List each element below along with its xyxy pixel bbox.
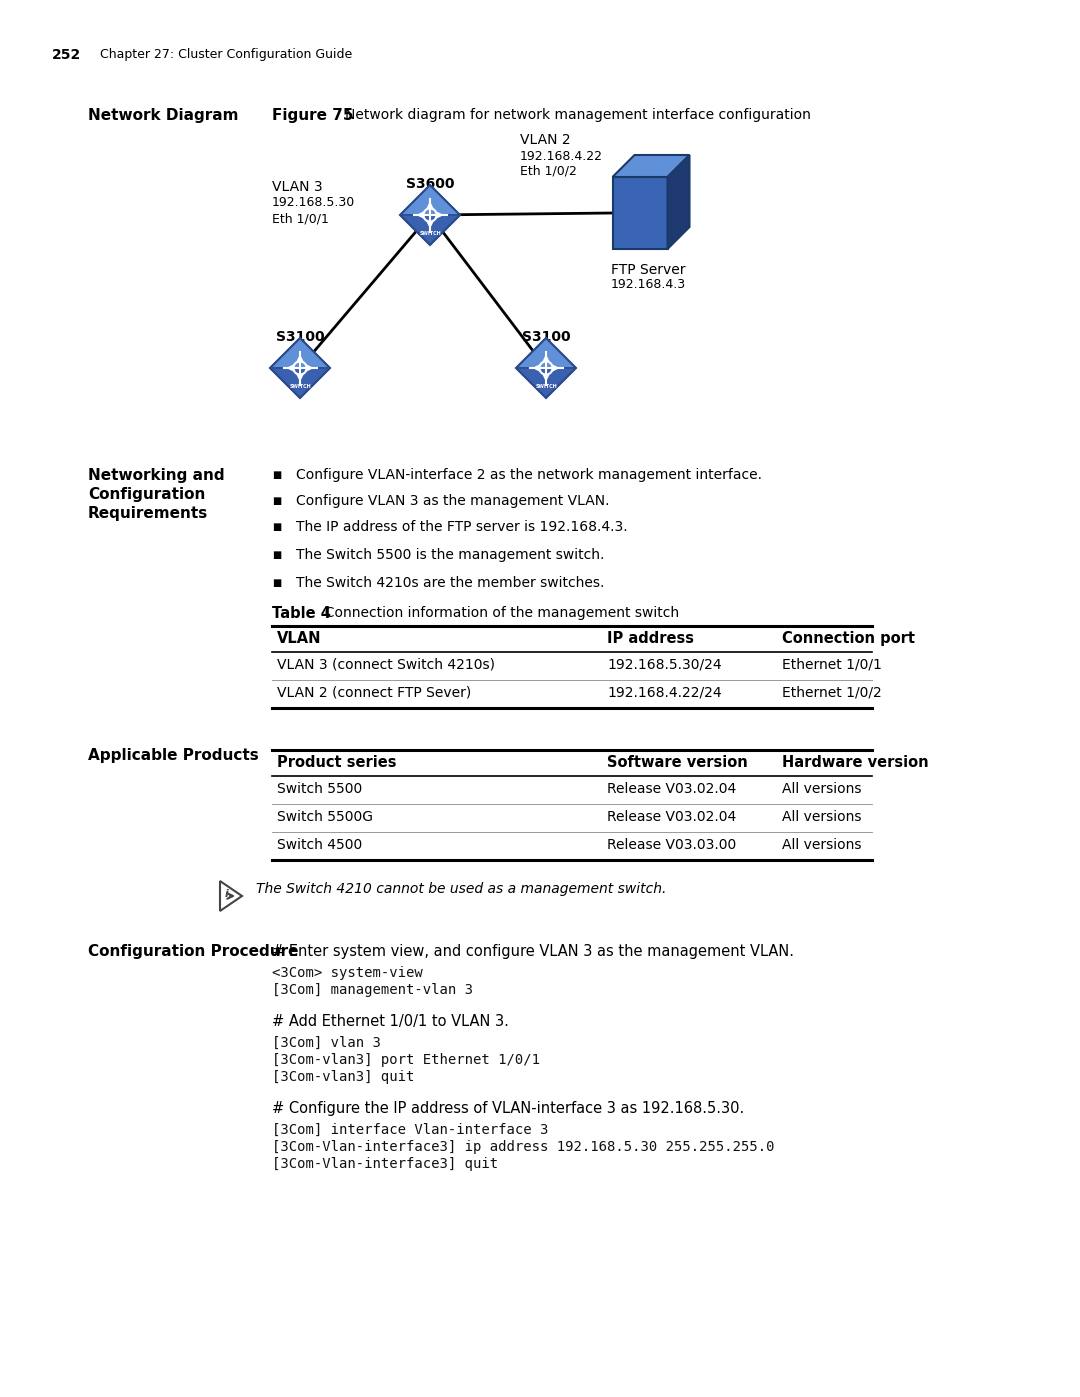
Text: Network diagram for network management interface configuration: Network diagram for network management i… xyxy=(345,108,811,122)
Text: # Enter system view, and configure VLAN 3 as the management VLAN.: # Enter system view, and configure VLAN … xyxy=(272,944,794,958)
Text: All versions: All versions xyxy=(782,782,862,796)
Text: S3600: S3600 xyxy=(406,177,455,191)
Polygon shape xyxy=(270,338,330,367)
Polygon shape xyxy=(516,338,576,367)
Text: VLAN: VLAN xyxy=(276,631,322,645)
Text: Product series: Product series xyxy=(276,754,396,770)
Text: The Switch 5500 is the management switch.: The Switch 5500 is the management switch… xyxy=(296,548,605,562)
Text: Switch 5500: Switch 5500 xyxy=(276,782,362,796)
Text: Figure 75: Figure 75 xyxy=(272,108,353,123)
Text: Ethernet 1/0/2: Ethernet 1/0/2 xyxy=(782,686,881,700)
Polygon shape xyxy=(270,367,330,398)
Text: ■: ■ xyxy=(272,469,281,481)
Text: Switch 5500G: Switch 5500G xyxy=(276,810,373,824)
Text: # Configure the IP address of VLAN-interface 3 as 192.168.5.30.: # Configure the IP address of VLAN-inter… xyxy=(272,1101,744,1116)
Text: i: i xyxy=(225,888,229,900)
Text: IP address: IP address xyxy=(607,631,694,645)
Text: VLAN 3 (connect Switch 4210s): VLAN 3 (connect Switch 4210s) xyxy=(276,658,495,672)
Text: The IP address of the FTP server is 192.168.4.3.: The IP address of the FTP server is 192.… xyxy=(296,520,627,534)
Text: All versions: All versions xyxy=(782,838,862,852)
Polygon shape xyxy=(220,882,242,911)
Text: ■: ■ xyxy=(272,550,281,560)
Text: Ethernet 1/0/1: Ethernet 1/0/1 xyxy=(782,658,882,672)
Text: SWITCH: SWITCH xyxy=(535,384,557,390)
Text: 192.168.4.22/24: 192.168.4.22/24 xyxy=(607,686,721,700)
Text: SWITCH: SWITCH xyxy=(289,384,311,390)
Text: Connection port: Connection port xyxy=(782,631,915,645)
Text: Release V03.03.00: Release V03.03.00 xyxy=(607,838,737,852)
Text: Configure VLAN-interface 2 as the network management interface.: Configure VLAN-interface 2 as the networ… xyxy=(296,468,762,482)
Text: Networking and: Networking and xyxy=(87,468,225,483)
Text: Applicable Products: Applicable Products xyxy=(87,747,259,763)
Text: [3Com] management-vlan 3: [3Com] management-vlan 3 xyxy=(272,983,473,997)
Text: Eth 1/0/1: Eth 1/0/1 xyxy=(272,212,329,225)
Text: [3Com-Vlan-interface3] ip address 192.168.5.30 255.255.255.0: [3Com-Vlan-interface3] ip address 192.16… xyxy=(272,1140,774,1154)
Text: [3Com] vlan 3: [3Com] vlan 3 xyxy=(272,1037,381,1051)
Text: ■: ■ xyxy=(272,496,281,506)
Text: [3Com-Vlan-interface3] quit: [3Com-Vlan-interface3] quit xyxy=(272,1157,498,1171)
Text: All versions: All versions xyxy=(782,810,862,824)
Text: Connection information of the management switch: Connection information of the management… xyxy=(316,606,679,620)
Polygon shape xyxy=(612,155,689,177)
Text: The Switch 4210 cannot be used as a management switch.: The Switch 4210 cannot be used as a mana… xyxy=(256,882,666,895)
Text: ■: ■ xyxy=(272,578,281,588)
Text: Software version: Software version xyxy=(607,754,747,770)
Text: VLAN 2 (connect FTP Sever): VLAN 2 (connect FTP Sever) xyxy=(276,686,471,700)
Text: Configure VLAN 3 as the management VLAN.: Configure VLAN 3 as the management VLAN. xyxy=(296,495,609,509)
Text: Network Diagram: Network Diagram xyxy=(87,108,239,123)
Text: Eth 1/0/2: Eth 1/0/2 xyxy=(519,165,577,177)
Text: 192.168.5.30/24: 192.168.5.30/24 xyxy=(607,658,721,672)
Text: S3100: S3100 xyxy=(275,330,324,344)
Polygon shape xyxy=(612,177,667,249)
Text: Table 4: Table 4 xyxy=(272,606,330,622)
Text: FTP Server: FTP Server xyxy=(611,263,685,277)
Text: # Add Ethernet 1/0/1 to VLAN 3.: # Add Ethernet 1/0/1 to VLAN 3. xyxy=(272,1014,509,1030)
Text: Release V03.02.04: Release V03.02.04 xyxy=(607,810,737,824)
Polygon shape xyxy=(516,367,576,398)
Text: 192.168.4.3: 192.168.4.3 xyxy=(610,278,686,291)
Text: Release V03.02.04: Release V03.02.04 xyxy=(607,782,737,796)
Text: Configuration: Configuration xyxy=(87,488,205,502)
Polygon shape xyxy=(667,155,689,249)
Text: 252: 252 xyxy=(52,47,81,61)
Text: SWITCH: SWITCH xyxy=(419,231,441,236)
Text: ■: ■ xyxy=(272,522,281,532)
Text: Chapter 27: Cluster Configuration Guide: Chapter 27: Cluster Configuration Guide xyxy=(100,47,352,61)
Text: VLAN 2: VLAN 2 xyxy=(519,133,570,147)
Text: Switch 4500: Switch 4500 xyxy=(276,838,362,852)
Polygon shape xyxy=(400,215,460,244)
Text: S3100: S3100 xyxy=(522,330,570,344)
Polygon shape xyxy=(400,184,460,215)
Text: Configuration Procedure: Configuration Procedure xyxy=(87,944,298,958)
Text: <3Com> system-view: <3Com> system-view xyxy=(272,965,422,981)
Text: 192.168.4.22: 192.168.4.22 xyxy=(519,149,603,163)
Text: [3Com] interface Vlan-interface 3: [3Com] interface Vlan-interface 3 xyxy=(272,1123,549,1137)
Text: The Switch 4210s are the member switches.: The Switch 4210s are the member switches… xyxy=(296,576,605,590)
Text: 192.168.5.30: 192.168.5.30 xyxy=(272,196,355,210)
Text: Requirements: Requirements xyxy=(87,506,208,521)
Text: Hardware version: Hardware version xyxy=(782,754,929,770)
Text: VLAN 3: VLAN 3 xyxy=(272,180,323,194)
Text: [3Com-vlan3] port Ethernet 1/0/1: [3Com-vlan3] port Ethernet 1/0/1 xyxy=(272,1053,540,1067)
Text: [3Com-vlan3] quit: [3Com-vlan3] quit xyxy=(272,1070,415,1084)
